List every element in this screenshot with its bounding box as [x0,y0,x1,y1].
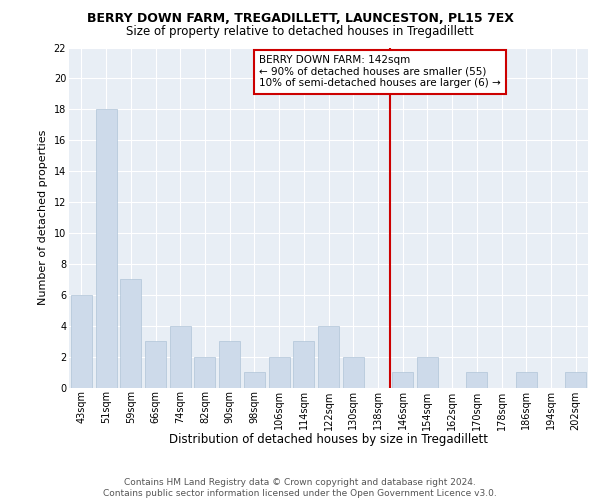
Text: Size of property relative to detached houses in Tregadillett: Size of property relative to detached ho… [126,25,474,38]
Text: Contains HM Land Registry data © Crown copyright and database right 2024.
Contai: Contains HM Land Registry data © Crown c… [103,478,497,498]
Bar [170,326,191,388]
Text: BERRY DOWN FARM, TREGADILLETT, LAUNCESTON, PL15 7EX: BERRY DOWN FARM, TREGADILLETT, LAUNCESTO… [86,12,514,26]
Bar [194,356,215,388]
Y-axis label: Number of detached properties: Number of detached properties [38,130,48,305]
Bar [219,341,240,388]
Bar [95,110,116,388]
Bar [145,341,166,388]
Bar [71,295,92,388]
Bar [318,326,339,388]
Bar [392,372,413,388]
Bar [343,356,364,388]
Bar [120,280,141,388]
Bar [466,372,487,388]
Bar [565,372,586,388]
Bar [417,356,438,388]
Bar [516,372,537,388]
Text: BERRY DOWN FARM: 142sqm
← 90% of detached houses are smaller (55)
10% of semi-de: BERRY DOWN FARM: 142sqm ← 90% of detache… [259,55,501,88]
Bar [269,356,290,388]
Text: Distribution of detached houses by size in Tregadillett: Distribution of detached houses by size … [169,432,488,446]
Bar [293,341,314,388]
Bar [244,372,265,388]
